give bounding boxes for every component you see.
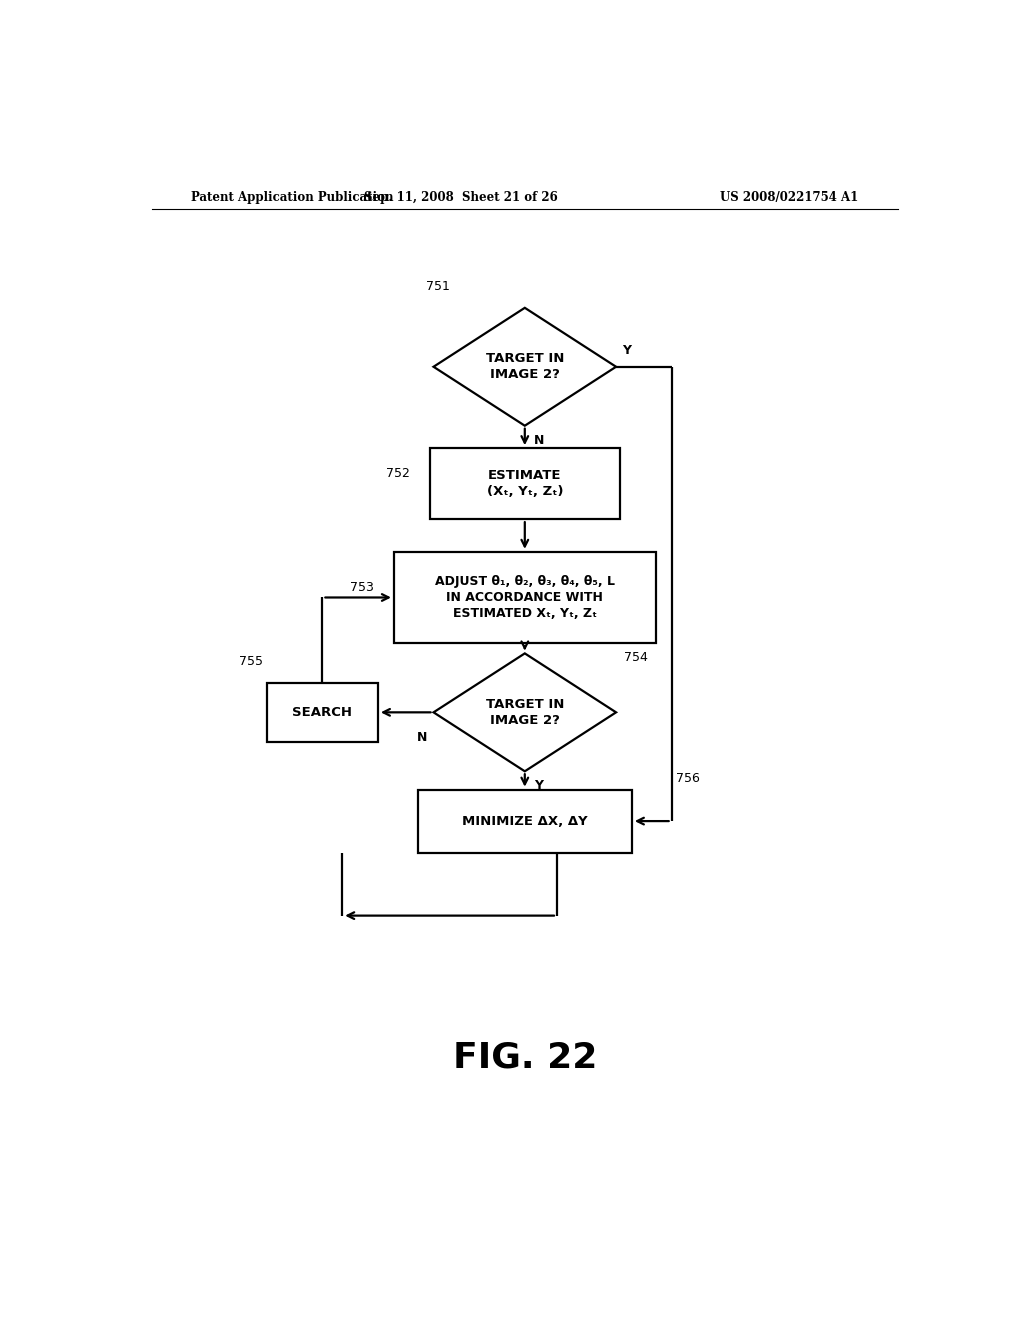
Text: 755: 755	[239, 655, 263, 668]
Text: FIG. 22: FIG. 22	[453, 1041, 597, 1074]
Text: 751: 751	[426, 280, 450, 293]
Text: SEARCH: SEARCH	[293, 706, 352, 719]
Text: Y: Y	[535, 779, 544, 792]
Text: ESTIMATE
(Xₜ, Yₜ, Zₜ): ESTIMATE (Xₜ, Yₜ, Zₜ)	[486, 469, 563, 498]
Text: MINIMIZE ΔX, ΔY: MINIMIZE ΔX, ΔY	[462, 814, 588, 828]
Text: TARGET IN
IMAGE 2?: TARGET IN IMAGE 2?	[485, 698, 564, 727]
Text: ADJUST θ₁, θ₂, θ₃, θ₄, θ₅, L
IN ACCORDANCE WITH
ESTIMATED Xₜ, Yₜ, Zₜ: ADJUST θ₁, θ₂, θ₃, θ₄, θ₅, L IN ACCORDAN…	[435, 576, 614, 620]
Bar	[430, 447, 621, 519]
Text: Y: Y	[623, 343, 632, 356]
Bar	[418, 789, 632, 853]
Text: Patent Application Publication: Patent Application Publication	[191, 190, 394, 203]
Text: 754: 754	[624, 651, 648, 664]
Text: 752: 752	[386, 467, 410, 480]
Text: N: N	[535, 434, 545, 447]
Text: US 2008/0221754 A1: US 2008/0221754 A1	[720, 190, 858, 203]
Bar	[394, 552, 655, 643]
Text: Sep. 11, 2008  Sheet 21 of 26: Sep. 11, 2008 Sheet 21 of 26	[365, 190, 558, 203]
Text: 753: 753	[350, 581, 374, 594]
Text: TARGET IN
IMAGE 2?: TARGET IN IMAGE 2?	[485, 352, 564, 381]
Text: 756: 756	[676, 771, 699, 784]
Bar	[267, 682, 378, 742]
Text: N: N	[417, 731, 427, 743]
